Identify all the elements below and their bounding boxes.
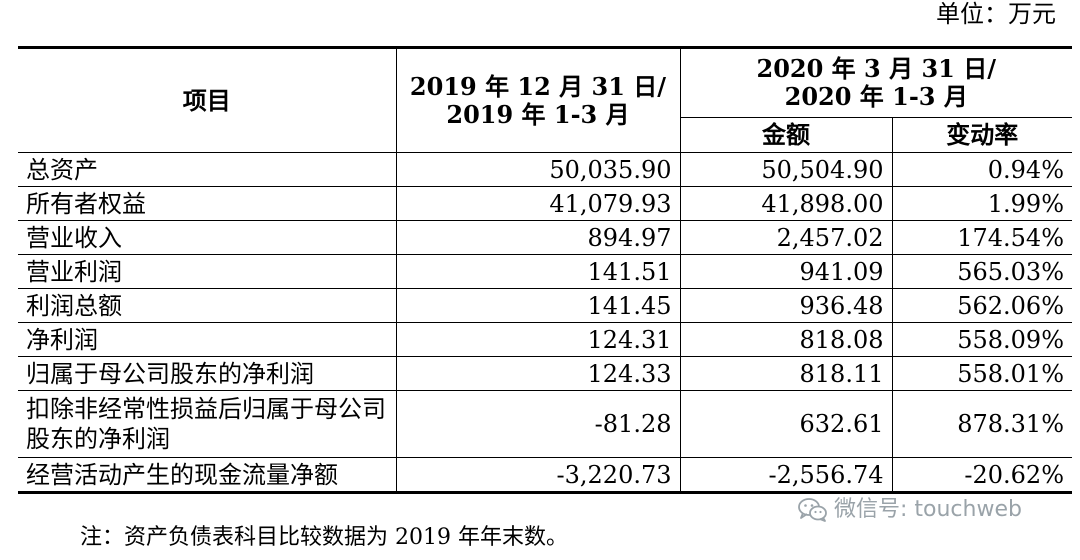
table-row: 营业收入 894.97 2,457.02 174.54% — [18, 220, 1072, 255]
header-item: 项目 — [18, 47, 397, 153]
header-change-rate: 变动率 — [891, 117, 1072, 153]
row-prev-value: 894.97 — [395, 220, 681, 255]
table-row: 经营活动产生的现金流量净额 -3,220.73 -2,556.74 -20.62… — [18, 457, 1072, 493]
row-change-rate: 565.03% — [891, 254, 1072, 289]
table-footnote: 注：资产负债表科目比较数据为 2019 年年末数。 — [80, 525, 568, 550]
header-prev-line-2: 2019 年 1-3 月 — [446, 99, 630, 129]
row-change-rate: 878.31% — [891, 390, 1072, 458]
row-prev-value: 124.31 — [395, 322, 681, 357]
row-item: 总资产 — [18, 152, 397, 187]
row-change-rate: 0.94% — [891, 152, 1072, 187]
row-change-rate: 174.54% — [891, 220, 1072, 255]
table-row: 所有者权益 41,079.93 41,898.00 1.99% — [18, 186, 1072, 221]
row-amount: 632.61 — [679, 390, 893, 458]
row-amount: 41,898.00 — [679, 186, 893, 221]
row-change-rate: 558.01% — [891, 356, 1072, 391]
row-amount: 818.08 — [679, 322, 893, 357]
row-item: 扣除非经常性损益后归属于母公司股东的净利润 — [18, 390, 397, 458]
row-prev-value: 141.51 — [395, 254, 681, 289]
row-prev-value: 50,035.90 — [395, 152, 681, 187]
row-change-rate: 558.09% — [891, 322, 1072, 357]
row-prev-value: -81.28 — [395, 390, 681, 458]
row-amount: 818.11 — [679, 356, 893, 391]
wechat-icon — [798, 497, 828, 523]
financial-table: 项目 2019 年 12 月 31 日/ 2019 年 1-3 月 2020 年… — [18, 46, 1072, 494]
row-change-rate: -20.62% — [891, 457, 1072, 493]
header-curr-period: 2020 年 3 月 31 日/ 2020 年 1-3 月 — [679, 47, 1072, 118]
row-prev-value: 124.33 — [395, 356, 681, 391]
row-item: 营业收入 — [18, 220, 397, 255]
row-amount: 941.09 — [679, 254, 893, 289]
row-item: 利润总额 — [18, 288, 397, 323]
table-row: 扣除非经常性损益后归属于母公司股东的净利润 -81.28 632.61 878.… — [18, 390, 1072, 458]
row-item: 归属于母公司股东的净利润 — [18, 356, 397, 391]
table-row: 营业利润 141.51 941.09 565.03% — [18, 254, 1072, 289]
header-prev-line-1: 2019 年 12 月 31 日/ — [409, 71, 667, 101]
row-item: 净利润 — [18, 322, 397, 357]
row-change-rate: 562.06% — [891, 288, 1072, 323]
row-amount: 50,504.90 — [679, 152, 893, 187]
header-amount: 金额 — [680, 117, 893, 153]
unit-label: 单位：万元 — [936, 0, 1056, 28]
row-change-rate: 1.99% — [891, 186, 1072, 221]
table-row: 利润总额 141.45 936.48 562.06% — [18, 288, 1072, 323]
watermark-text: 微信号: touchweb — [834, 497, 1022, 522]
table-subheader-row: 金额 变动率 — [18, 117, 1072, 153]
row-item: 所有者权益 — [18, 186, 397, 221]
table-row: 归属于母公司股东的净利润 124.33 818.11 558.01% — [18, 356, 1072, 391]
watermark: 微信号: touchweb — [798, 496, 1022, 524]
row-amount: 936.48 — [679, 288, 893, 323]
row-amount: -2,556.74 — [679, 457, 893, 493]
table-row: 总资产 50,035.90 50,504.90 0.94% — [18, 152, 1072, 187]
header-curr-line-2: 2020 年 1-3 月 — [784, 82, 968, 111]
header-curr-line-1: 2020 年 3 月 31 日/ — [756, 54, 996, 83]
row-prev-value: 141.45 — [395, 288, 681, 323]
table-header-row: 项目 2019 年 12 月 31 日/ 2019 年 1-3 月 2020 年… — [18, 47, 1072, 153]
table-row: 净利润 124.31 818.08 558.09% — [18, 322, 1072, 357]
row-amount: 2,457.02 — [679, 220, 893, 255]
row-item: 经营活动产生的现金流量净额 — [18, 457, 397, 493]
row-prev-value: -3,220.73 — [395, 457, 681, 493]
row-prev-value: 41,079.93 — [395, 186, 681, 221]
row-item: 营业利润 — [18, 254, 397, 289]
header-prev-period: 2019 年 12 月 31 日/ 2019 年 1-3 月 — [395, 47, 681, 153]
